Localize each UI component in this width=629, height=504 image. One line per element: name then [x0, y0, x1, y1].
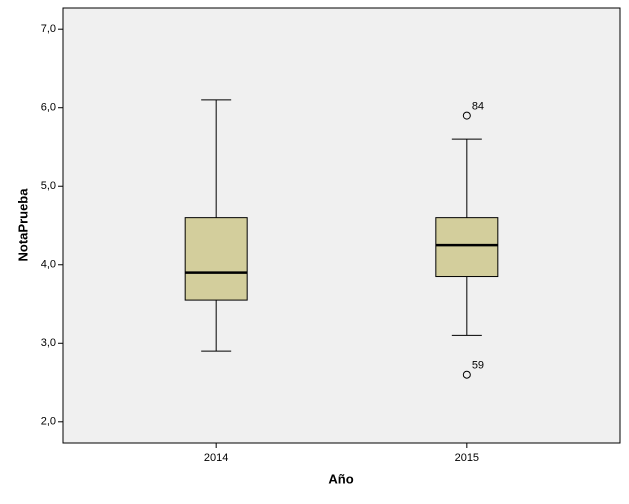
- x-axis-label: Año: [328, 471, 353, 486]
- x-tick-label: 2015: [455, 452, 479, 464]
- y-tick-label: 3,0: [41, 337, 56, 349]
- box: [184, 217, 248, 301]
- box: [435, 217, 499, 278]
- y-axis-label: NotaPrueba: [15, 188, 30, 262]
- y-tick-label: 7,0: [41, 23, 56, 35]
- y-tick-label: 5,0: [41, 180, 56, 192]
- outlier: [462, 111, 471, 120]
- y-tick-label: 4,0: [41, 259, 56, 271]
- outlier-label: 84: [472, 100, 484, 112]
- y-tick-label: 2,0: [41, 416, 56, 428]
- outlier-label: 59: [472, 360, 484, 372]
- x-tick-label: 2014: [204, 452, 228, 464]
- plot-area: [62, 7, 621, 444]
- y-tick-label: 6,0: [41, 102, 56, 114]
- outlier: [462, 370, 471, 379]
